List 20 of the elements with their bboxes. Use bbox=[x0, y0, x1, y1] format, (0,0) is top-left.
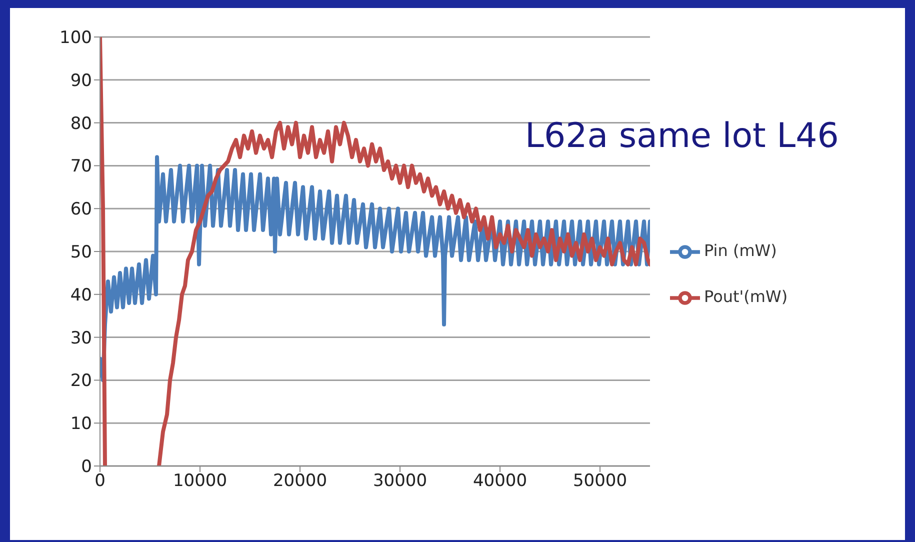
legend-label: Pout'(mW) bbox=[704, 287, 788, 306]
y-tick-label: 80 bbox=[70, 114, 92, 134]
y-tick-label: 30 bbox=[70, 328, 92, 348]
x-tick-label: 0 bbox=[94, 471, 106, 492]
x-tick-label: 30000 bbox=[372, 471, 428, 492]
y-tick-label: 40 bbox=[70, 285, 92, 306]
y-tick-label: 90 bbox=[70, 70, 92, 91]
x-tick-label: 40000 bbox=[472, 471, 528, 492]
legend-label: Pin (mW) bbox=[704, 241, 777, 260]
x-tick-label: 10000 bbox=[172, 471, 228, 492]
x-tick-label: 20000 bbox=[272, 471, 328, 492]
y-tick-label: 20 bbox=[70, 371, 92, 392]
y-tick-label: 70 bbox=[70, 156, 92, 177]
y-tick-label: 60 bbox=[70, 200, 92, 220]
y-tick-label: 50 bbox=[70, 242, 92, 263]
y-tick-label: 0 bbox=[81, 457, 92, 478]
annotation: L62a same lot L46 bbox=[525, 116, 839, 156]
y-tick-label: 10 bbox=[70, 414, 92, 434]
x-tick-label: 50000 bbox=[572, 471, 628, 492]
y-tick-label: 100 bbox=[60, 28, 92, 48]
